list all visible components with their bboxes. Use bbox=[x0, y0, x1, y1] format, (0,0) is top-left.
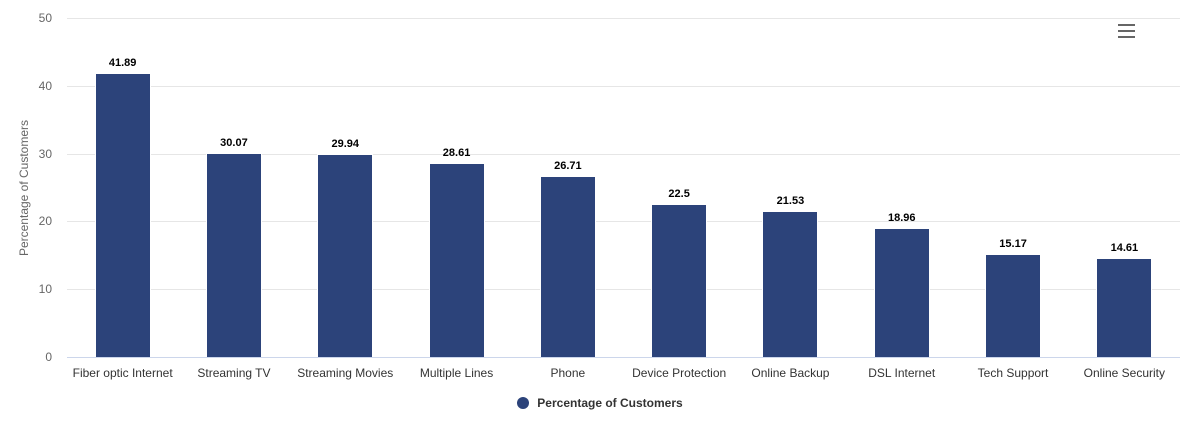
legend-swatch-icon bbox=[517, 397, 530, 409]
y-tick-label: 10 bbox=[38, 282, 52, 296]
x-axis-line bbox=[67, 357, 1180, 358]
hamburger-menu-icon bbox=[1118, 24, 1135, 26]
y-axis-title: Percentage of Customers bbox=[17, 119, 31, 257]
data-label: 18.96 bbox=[887, 212, 916, 225]
data-label: 26.71 bbox=[554, 159, 582, 172]
hamburger-menu-icon bbox=[1118, 30, 1135, 32]
bar[interactable] bbox=[873, 228, 930, 357]
bar[interactable] bbox=[428, 163, 485, 357]
grid-line bbox=[67, 289, 1180, 290]
legend-item-label: Percentage of Customers bbox=[537, 396, 683, 410]
x-tick-label: Online Security bbox=[1083, 366, 1166, 380]
x-tick-label: Fiber optic Internet bbox=[72, 366, 173, 380]
y-tick-label: 30 bbox=[38, 147, 52, 161]
x-tick-label: Tech Support bbox=[977, 366, 1049, 380]
x-tick-label: Phone bbox=[550, 366, 586, 380]
y-tick-label: 0 bbox=[45, 350, 52, 364]
data-label: 29.94 bbox=[331, 138, 360, 150]
grid-line bbox=[67, 18, 1180, 19]
y-tick-label: 50 bbox=[38, 11, 52, 25]
data-label: 28.61 bbox=[442, 147, 471, 160]
bar[interactable] bbox=[1096, 257, 1153, 357]
grid-line bbox=[67, 221, 1180, 222]
x-tick-label: Multiple Lines bbox=[419, 366, 494, 380]
data-label: 41.89 bbox=[108, 56, 137, 69]
x-tick-label: Streaming TV bbox=[197, 366, 271, 380]
bar[interactable] bbox=[762, 211, 819, 357]
hamburger-menu-icon bbox=[1118, 36, 1135, 38]
bar[interactable] bbox=[651, 204, 708, 357]
grid-line bbox=[67, 154, 1180, 155]
chart-menu-button[interactable] bbox=[1114, 20, 1138, 42]
bar[interactable] bbox=[985, 254, 1042, 357]
bar[interactable] bbox=[317, 154, 374, 357]
data-label: 21.53 bbox=[776, 195, 805, 208]
data-label: 30.07 bbox=[220, 137, 248, 150]
bar[interactable] bbox=[539, 175, 596, 357]
x-tick-label: Streaming Movies bbox=[297, 366, 394, 380]
data-label: 15.17 bbox=[999, 238, 1027, 251]
x-tick-label: Online Backup bbox=[751, 366, 830, 380]
bar[interactable] bbox=[94, 72, 151, 357]
data-label: 14.61 bbox=[1110, 241, 1139, 254]
x-tick-label: DSL Internet bbox=[868, 366, 936, 380]
bar[interactable] bbox=[205, 153, 262, 357]
data-label: 22.5 bbox=[668, 188, 690, 201]
y-tick-label: 40 bbox=[38, 79, 52, 93]
y-tick-label: 20 bbox=[38, 214, 52, 228]
x-tick-label: Device Protection bbox=[632, 366, 727, 380]
grid-line bbox=[67, 86, 1180, 87]
legend[interactable]: Percentage of Customers bbox=[0, 396, 1200, 410]
